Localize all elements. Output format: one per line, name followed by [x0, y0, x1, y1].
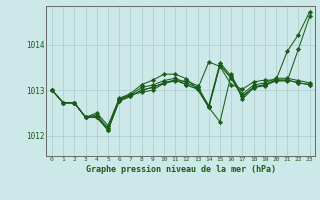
X-axis label: Graphe pression niveau de la mer (hPa): Graphe pression niveau de la mer (hPa) [86, 165, 276, 174]
